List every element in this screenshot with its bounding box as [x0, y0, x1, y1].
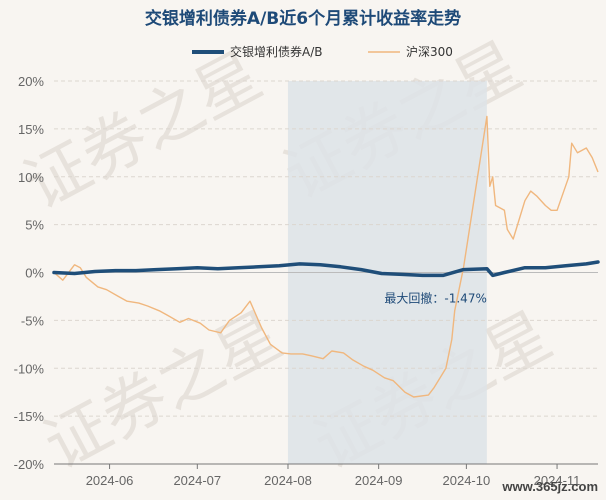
watermark-text: 证券之星	[13, 39, 274, 225]
drawdown-annotation: 最大回撤：-1.47%	[384, 291, 486, 306]
x-tick-label: 2024-06	[86, 473, 134, 488]
y-tick-label: -10%	[14, 361, 45, 376]
y-tick-label: 0%	[25, 266, 44, 281]
x-tick-label: 2024-09	[355, 473, 403, 488]
y-tick-label: 20%	[18, 74, 44, 89]
x-tick-label: 2024-10	[443, 473, 491, 488]
y-tick-label: -15%	[14, 409, 45, 424]
y-tick-label: 5%	[25, 218, 44, 233]
y-tick-label: 15%	[18, 122, 44, 137]
legend: 交银增利债券A/B 沪深300	[192, 44, 453, 59]
y-tick-label: -5%	[21, 313, 45, 328]
legend-label-index: 沪深300	[406, 45, 453, 59]
y-tick-label: -20%	[14, 457, 45, 472]
chart-title: 交银增利债券A/B近6个月累计收益率走势	[145, 8, 461, 29]
x-tick-label: 2024-11	[534, 473, 581, 488]
x-tick-label: 2024-08	[264, 473, 312, 488]
site-watermark: www.365jz.com	[501, 479, 598, 494]
x-tick-label: 2024-07	[173, 473, 221, 488]
plot-area: 20% 15% 10% 5% 0% -5% -10% -15% -20% 2024-06 2024-…	[14, 74, 600, 488]
y-tick-label: 10%	[18, 170, 44, 185]
series-line-csi300	[53, 115, 599, 398]
watermark-text: 证券之星	[33, 299, 294, 485]
series-line-fund	[52, 260, 600, 278]
legend-label-fund: 交银增利债券A/B	[230, 44, 323, 59]
